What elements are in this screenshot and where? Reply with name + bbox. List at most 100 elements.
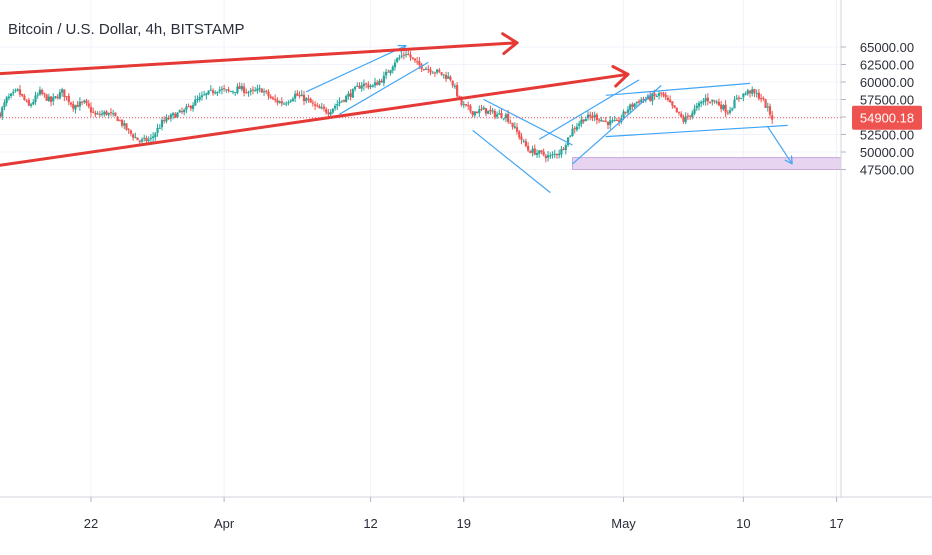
candle-body [715, 101, 718, 103]
candle-body [9, 93, 13, 97]
candle-body [387, 71, 390, 73]
candle-body [152, 136, 155, 138]
candle [409, 51, 412, 61]
candle-body [83, 100, 86, 103]
pattern-trendline[interactable] [483, 98, 573, 146]
candle-body [18, 89, 22, 95]
candle-body [742, 93, 745, 98]
candle-body [546, 155, 550, 158]
candle-body [544, 155, 547, 159]
candle-body [282, 103, 286, 105]
red-trendline[interactable] [0, 41, 519, 76]
red-trendline[interactable] [0, 72, 630, 167]
candle [0, 111, 2, 118]
candle [635, 101, 638, 107]
drawings-layer [0, 32, 793, 194]
candle [85, 98, 88, 106]
candle-body [174, 113, 177, 118]
pattern-trendline[interactable] [472, 129, 551, 194]
candle [74, 104, 77, 114]
candle [768, 103, 772, 119]
pattern-trendline[interactable] [572, 85, 662, 165]
candle-body [471, 111, 474, 116]
candle [447, 71, 450, 79]
candle-body [500, 113, 503, 118]
candle [296, 90, 299, 97]
candle [278, 100, 281, 104]
candle-body [662, 93, 665, 96]
candle-body [320, 107, 323, 109]
candle-body [127, 128, 130, 130]
candle-body [309, 98, 312, 103]
candle [29, 102, 33, 108]
pattern-trendline[interactable] [605, 82, 751, 96]
candle-body [720, 104, 723, 110]
candle-body [58, 92, 62, 99]
candle-body [755, 93, 758, 95]
candle [294, 90, 297, 103]
pattern-trendline[interactable] [339, 61, 429, 115]
candle [149, 134, 152, 144]
candle [371, 84, 374, 88]
candle [569, 135, 572, 138]
candle-body [285, 103, 288, 105]
candle-body [154, 133, 157, 138]
candle [451, 80, 454, 88]
candle [338, 97, 341, 107]
projection-arrow-line[interactable] [767, 126, 793, 165]
candle-body [746, 90, 749, 94]
pattern-trendline[interactable] [305, 45, 407, 93]
candle [112, 109, 115, 117]
candle-body [45, 94, 48, 101]
candle [67, 93, 70, 106]
candle [16, 88, 19, 92]
candle [3, 99, 6, 111]
candle [533, 144, 536, 156]
candle-body [41, 89, 44, 94]
candle-body [74, 105, 77, 110]
candle [256, 84, 259, 94]
candle-body [744, 93, 747, 95]
candle [242, 83, 246, 97]
candle [56, 94, 59, 100]
candle [504, 112, 508, 123]
candle [223, 84, 226, 92]
candle-body [396, 58, 399, 62]
candle-body [695, 105, 698, 109]
candle-body [680, 113, 683, 117]
candle-body [203, 94, 206, 96]
candle-body [78, 101, 81, 107]
candle [136, 137, 139, 141]
candle-body [631, 104, 634, 107]
candle-body [626, 109, 630, 113]
candle [158, 124, 161, 129]
candle [575, 122, 579, 132]
candle [52, 93, 55, 106]
candle [345, 94, 348, 103]
candle-body [684, 116, 687, 123]
candle-body [382, 75, 385, 84]
candle [81, 100, 84, 106]
pattern-trendline[interactable] [605, 124, 788, 138]
candle-body [262, 91, 266, 93]
current-price-tag: 54900.18 [852, 105, 922, 130]
candle-body [267, 91, 270, 97]
candle-body [165, 117, 168, 122]
candle-body [575, 126, 579, 130]
candle [123, 120, 126, 130]
candle [347, 90, 350, 100]
candle [23, 93, 26, 101]
candle-body [413, 58, 417, 61]
candle [429, 66, 432, 76]
candle-body [649, 95, 652, 101]
candle-body [32, 101, 35, 105]
candle [54, 95, 57, 99]
candle [491, 108, 494, 114]
pattern-trendline[interactable] [538, 79, 640, 140]
candle-body [766, 106, 769, 108]
time-axis-label: 10 [736, 516, 750, 531]
candle-body [196, 98, 199, 100]
candle [362, 79, 366, 91]
candle [571, 124, 574, 137]
